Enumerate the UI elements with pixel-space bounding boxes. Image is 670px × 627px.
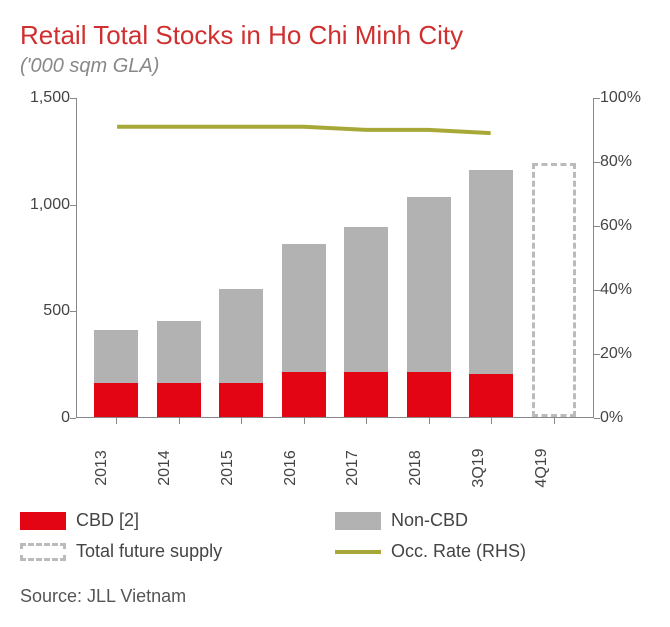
legend-swatch-noncbd xyxy=(335,512,381,530)
bar-segment-noncbd xyxy=(219,289,263,383)
bar-segment-noncbd xyxy=(282,244,326,372)
y-right-tick-label: 20% xyxy=(600,345,650,363)
future-supply-bar xyxy=(532,163,576,417)
y-left-tick-label: 0 xyxy=(20,409,70,427)
y-left-tick-label: 1,500 xyxy=(20,89,70,107)
legend-swatch-cbd xyxy=(20,512,66,530)
y-left-tick-label: 1,000 xyxy=(20,196,70,214)
legend-item-noncbd: Non-CBD xyxy=(335,510,650,531)
x-tick-label: 2013 xyxy=(93,444,137,492)
y-axis-left-labels: 05001,0001,500 xyxy=(20,98,70,418)
legend-label-occ: Occ. Rate (RHS) xyxy=(391,541,526,562)
bar-slot xyxy=(405,98,453,417)
stacked-bar xyxy=(407,197,451,417)
stacked-bar xyxy=(157,321,201,417)
legend: CBD [2] Non-CBD Total future supply Occ.… xyxy=(20,510,650,562)
y-axis-right-labels: 0%20%40%60%80%100% xyxy=(600,98,650,418)
chart-title: Retail Total Stocks in Ho Chi Minh City xyxy=(20,20,650,51)
bar-slot xyxy=(467,98,515,417)
stacked-bar xyxy=(94,330,138,417)
chart-source: Source: JLL Vietnam xyxy=(20,586,650,607)
x-tick-label: 2016 xyxy=(282,444,326,492)
legend-item-future: Total future supply xyxy=(20,541,335,562)
bar-slot xyxy=(92,98,140,417)
x-tick-label: 3Q19 xyxy=(470,444,514,492)
legend-item-occ: Occ. Rate (RHS) xyxy=(335,541,650,562)
plot-area xyxy=(76,98,594,418)
x-tick-label: 2014 xyxy=(156,444,200,492)
x-tick-label: 2018 xyxy=(407,444,451,492)
bar-segment-cbd xyxy=(344,372,388,417)
bar-segment-cbd xyxy=(94,383,138,417)
stacked-bar xyxy=(282,244,326,417)
x-axis-labels: 2013 2014 2015 2016 2017 2018 3Q19 4Q19 xyxy=(76,430,594,490)
y-right-tick-label: 40% xyxy=(600,281,650,299)
legend-swatch-future xyxy=(20,543,66,561)
bar-segment-noncbd xyxy=(94,330,138,383)
bar-segment-cbd xyxy=(157,383,201,417)
bar-segment-cbd xyxy=(219,383,263,417)
legend-label-noncbd: Non-CBD xyxy=(391,510,468,531)
bar-segment-noncbd xyxy=(157,321,201,383)
legend-item-cbd: CBD [2] xyxy=(20,510,335,531)
bar-segment-noncbd xyxy=(407,197,451,372)
bar-slot xyxy=(280,98,328,417)
bar-slot xyxy=(530,98,578,417)
stacked-bar xyxy=(219,289,263,417)
bar-slot xyxy=(155,98,203,417)
legend-label-future: Total future supply xyxy=(76,541,222,562)
stacked-bar xyxy=(469,170,513,417)
y-left-tick-label: 500 xyxy=(20,302,70,320)
legend-label-cbd: CBD [2] xyxy=(76,510,139,531)
bar-segment-noncbd xyxy=(469,170,513,375)
y-right-tick-label: 80% xyxy=(600,153,650,171)
legend-swatch-occ xyxy=(335,550,381,554)
bar-segment-cbd xyxy=(407,372,451,417)
bar-segment-cbd xyxy=(282,372,326,417)
chart-container: 05001,0001,500 0%20%40%60%80%100% 201320… xyxy=(20,98,650,490)
x-tick-label: 4Q19 xyxy=(533,444,577,492)
stacked-bar xyxy=(344,227,388,417)
chart-subtitle: ('000 sqm GLA) xyxy=(20,55,650,78)
x-tick-label: 2017 xyxy=(344,444,388,492)
bar-slot xyxy=(217,98,265,417)
bar-slot xyxy=(342,98,390,417)
y-right-tick-label: 60% xyxy=(600,217,650,235)
x-tick-label: 2015 xyxy=(219,444,263,492)
bar-segment-noncbd xyxy=(344,227,388,372)
y-right-tick-label: 100% xyxy=(600,89,650,107)
y-right-tick-label: 0% xyxy=(600,409,650,427)
bar-segment-cbd xyxy=(469,374,513,417)
bars-layer xyxy=(77,98,593,417)
